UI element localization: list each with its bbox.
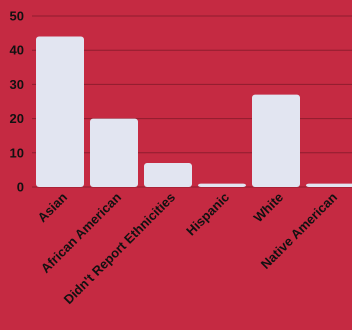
x-category-label: Asian (34, 189, 70, 225)
gridlines (32, 15, 352, 188)
x-category-label: Didn't Report Ethnicities (61, 190, 178, 307)
y-tick-label: 50 (10, 9, 24, 24)
bar-hispanic (198, 183, 246, 187)
y-tick-label: 0 (17, 180, 24, 195)
y-tick-label: 10 (10, 145, 24, 160)
x-category-label: White (250, 190, 286, 226)
x-category-label: Hispanic (183, 190, 232, 239)
bar-white (252, 94, 300, 187)
bar-asian (36, 36, 84, 187)
bar-didn-t-report-ethnicities (144, 163, 192, 187)
y-tick-label: 40 (10, 43, 24, 58)
bars (36, 36, 352, 187)
bar-native-american (306, 183, 352, 187)
y-tick-label: 30 (10, 77, 24, 92)
y-tick-label: 20 (10, 111, 24, 126)
bar-african-american (90, 118, 138, 187)
y-axis-ticks: 0 10 20 30 40 50 (10, 9, 24, 195)
